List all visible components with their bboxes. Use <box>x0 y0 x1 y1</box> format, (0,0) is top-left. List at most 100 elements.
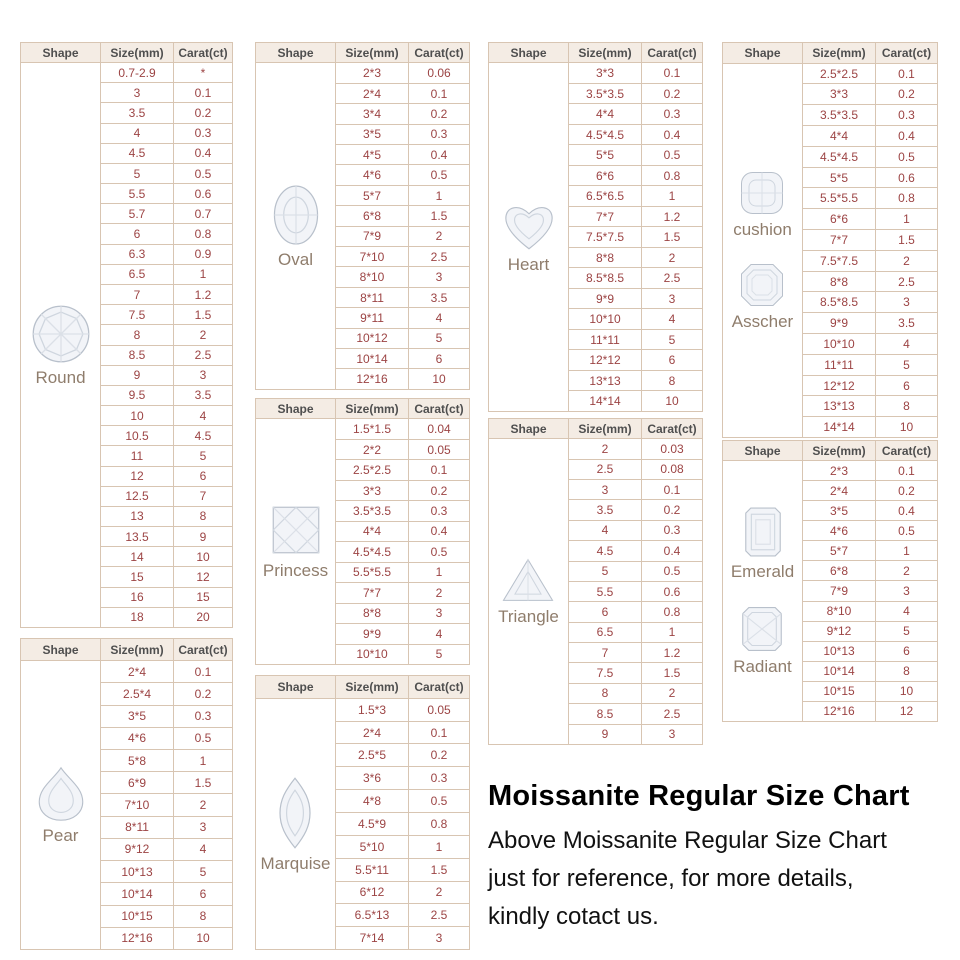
size-row: 11*11 5 <box>803 353 937 375</box>
size-mm-value: 11*11 <box>803 354 876 375</box>
size-mm-value: 10*13 <box>101 861 174 883</box>
size-row: 4*8 0.5 <box>336 789 469 813</box>
size-mm-value: 9 <box>569 724 642 744</box>
carat-ct-value: 0.5 <box>898 523 915 538</box>
princess-shape-cell: Princess <box>256 419 335 664</box>
carat-ct-value: 5 <box>903 357 910 372</box>
carat-ct-value: 3.5 <box>430 290 448 305</box>
carat-ct-value: 0.5 <box>663 564 681 579</box>
size-mm-value: 8 <box>101 325 174 345</box>
chart-footer: Moissanite Regular Size Chart Above Mois… <box>488 780 954 936</box>
size-mm-value: 4.5*4.5 <box>336 542 409 562</box>
size-mm-value: 8*11 <box>101 816 174 838</box>
marquise-data-column: Size(mm) Carat(ct) 1.5*3 0.05 2*4 0.1 2.5*5 0… <box>336 676 469 950</box>
size-mm-value: 4*8 <box>336 790 409 813</box>
size-mm-value: 13.5 <box>101 527 174 547</box>
carat-column-header: Carat(ct) <box>642 419 702 439</box>
size-row: 6 0.8 <box>101 223 232 244</box>
size-mm-value: 12*12 <box>569 350 642 370</box>
column-headers: Size(mm) Carat(ct) <box>336 399 469 420</box>
size-row: 5.5*5.5 0.8 <box>803 187 937 209</box>
size-mm-value: 9.5 <box>101 385 174 406</box>
carat-ct-value: 0.4 <box>430 147 448 162</box>
size-row: 10.5 4.5 <box>101 425 232 446</box>
shape-column-header: Shape <box>489 43 568 64</box>
carat-column-header: Carat(ct) <box>876 441 937 460</box>
carat-ct-value: 0.2 <box>194 686 212 701</box>
size-row: 3*3 0.1 <box>569 63 702 83</box>
cushion-asscher-size-table: Shape cushion <box>722 42 938 438</box>
carat-ct-value: 0.08 <box>660 462 684 477</box>
size-mm-value: 7.5*7.5 <box>803 250 876 271</box>
size-row: 7*10 2.5 <box>336 246 469 267</box>
size-mm-value: 2*3 <box>336 63 409 83</box>
size-row: 3.5 0.2 <box>569 499 702 520</box>
size-mm-value: 3.5*3.5 <box>569 83 642 104</box>
size-row: 13 8 <box>101 505 232 527</box>
size-mm-value: 7.5*7.5 <box>569 227 642 247</box>
size-row: 6.5*6.5 1 <box>569 185 702 206</box>
carat-ct-value: 0.6 <box>194 186 212 201</box>
carat-ct-value: 0.2 <box>663 503 681 518</box>
size-row: 14 10 <box>101 546 232 567</box>
round-data-column: Size(mm) Carat(ct) 0.7-2.9 * 3 0.1 3.5 0.2 4 0.… <box>101 43 232 627</box>
size-mm-value: 16 <box>101 587 174 607</box>
carat-ct-value: 5 <box>199 864 207 879</box>
size-row: 6 0.8 <box>569 601 702 622</box>
carat-column-header: Carat(ct) <box>642 43 702 63</box>
shape-column-header: Shape <box>256 43 335 64</box>
size-row: 3.5 0.2 <box>101 102 232 123</box>
carat-ct-value: 0.2 <box>194 106 212 121</box>
size-row: 2*2 0.05 <box>336 438 469 460</box>
shape-column-header: Shape <box>21 43 100 64</box>
shape-column: Shape Pear <box>21 639 101 949</box>
radiant-label: Radiant <box>733 657 792 676</box>
size-mm-value: 8*8 <box>803 271 876 292</box>
size-row: 4 0.3 <box>101 122 232 143</box>
carat-ct-value: 5 <box>435 647 443 662</box>
carat-ct-value: 2 <box>199 798 207 813</box>
size-row: 5 0.5 <box>101 162 232 184</box>
size-mm-value: 10*12 <box>336 328 409 349</box>
carat-ct-value: 2 <box>435 585 443 600</box>
pear-data-column: Size(mm) Carat(ct) 2*4 0.1 2.5*4 0.2 3*5 0.3 4… <box>101 639 232 949</box>
shape-column-header: Shape <box>21 639 100 662</box>
carat-ct-value: 4 <box>435 310 443 325</box>
carat-ct-value: 2 <box>903 563 910 578</box>
size-mm-value: 4.5*4.5 <box>803 146 876 167</box>
size-row: 8*10 3 <box>336 266 469 287</box>
carat-ct-value: 3.5 <box>194 388 212 403</box>
size-row: 7*9 2 <box>336 225 469 247</box>
size-mm-value: 3*3 <box>803 84 876 105</box>
carat-ct-value: 6 <box>903 378 910 393</box>
size-mm-value: 5*7 <box>336 185 409 206</box>
carat-ct-value: 0.1 <box>194 664 212 679</box>
size-mm-value: 4*5 <box>336 145 409 165</box>
carat-ct-value: 0.5 <box>194 731 212 746</box>
size-mm-value: 3*5 <box>803 501 876 521</box>
size-mm-value: 8*10 <box>803 601 876 621</box>
carat-ct-value: 1 <box>668 625 676 640</box>
carat-ct-value: 2.5 <box>898 274 915 289</box>
size-mm-value: 5*7 <box>803 541 876 561</box>
size-row: 7.5*7.5 1.5 <box>569 226 702 247</box>
carat-ct-value: 0.5 <box>663 148 681 163</box>
cushion-shape: cushion <box>733 169 792 240</box>
size-row: 8.5 2.5 <box>569 703 702 724</box>
pear-shape-cell: Pear <box>21 661 100 949</box>
size-mm-value: 3 <box>569 480 642 500</box>
size-mm-value: 6*8 <box>336 206 409 226</box>
size-row: 4.5 0.4 <box>101 142 232 163</box>
radiant-shape: Radiant <box>733 604 792 677</box>
size-mm-value: 4*6 <box>803 521 876 541</box>
carat-ct-value: 0.4 <box>898 503 915 518</box>
size-mm-value: 2.5 <box>569 459 642 480</box>
size-mm-value: 5.5*5.5 <box>803 188 876 209</box>
size-mm-value: 5*8 <box>101 749 174 772</box>
size-row: 7*10 2 <box>101 793 232 816</box>
carat-ct-value: 3 <box>435 270 443 285</box>
column-headers: Size(mm) Carat(ct) <box>569 419 702 440</box>
emerald-radiant-size-table: Shape Emerald <box>722 440 938 722</box>
